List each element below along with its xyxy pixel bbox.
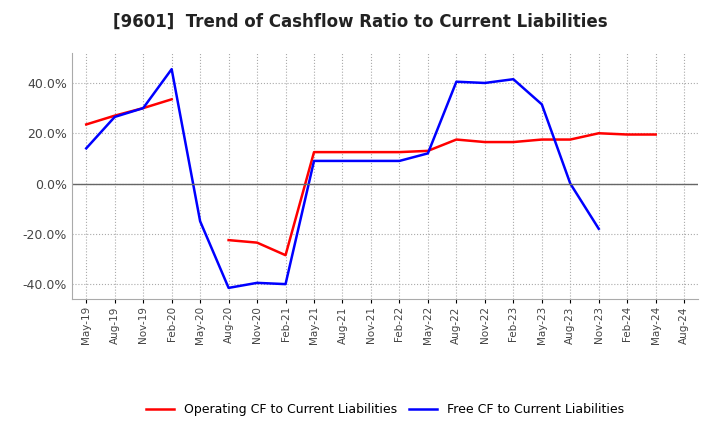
Legend: Operating CF to Current Liabilities, Free CF to Current Liabilities: Operating CF to Current Liabilities, Fre…	[141, 398, 629, 421]
Free CF to Current Liabilities	[452, 79, 461, 84]
Text: [9601]  Trend of Cashflow Ratio to Current Liabilities: [9601] Trend of Cashflow Ratio to Curren…	[113, 13, 607, 31]
Operating CF to Current Liabilities	[110, 113, 119, 118]
Free CF to Current Liabilities	[423, 151, 432, 156]
Free CF to Current Liabilities	[139, 106, 148, 111]
Free CF to Current Liabilities	[566, 181, 575, 186]
Free CF to Current Liabilities	[310, 158, 318, 164]
Line: Free CF to Current Liabilities: Free CF to Current Liabilities	[86, 69, 599, 288]
Free CF to Current Liabilities	[537, 102, 546, 107]
Operating CF to Current Liabilities	[139, 106, 148, 111]
Free CF to Current Liabilities	[196, 219, 204, 224]
Free CF to Current Liabilities	[82, 146, 91, 151]
Free CF to Current Liabilities	[595, 226, 603, 231]
Free CF to Current Liabilities	[338, 158, 347, 164]
Free CF to Current Liabilities	[110, 114, 119, 120]
Free CF to Current Liabilities	[282, 282, 290, 287]
Free CF to Current Liabilities	[395, 158, 404, 164]
Line: Operating CF to Current Liabilities: Operating CF to Current Liabilities	[86, 99, 171, 125]
Operating CF to Current Liabilities	[167, 97, 176, 102]
Free CF to Current Liabilities	[253, 280, 261, 286]
Free CF to Current Liabilities	[480, 81, 489, 86]
Free CF to Current Liabilities	[366, 158, 375, 164]
Operating CF to Current Liabilities	[82, 122, 91, 127]
Free CF to Current Liabilities	[167, 66, 176, 72]
Free CF to Current Liabilities	[509, 77, 518, 82]
Free CF to Current Liabilities	[225, 285, 233, 290]
